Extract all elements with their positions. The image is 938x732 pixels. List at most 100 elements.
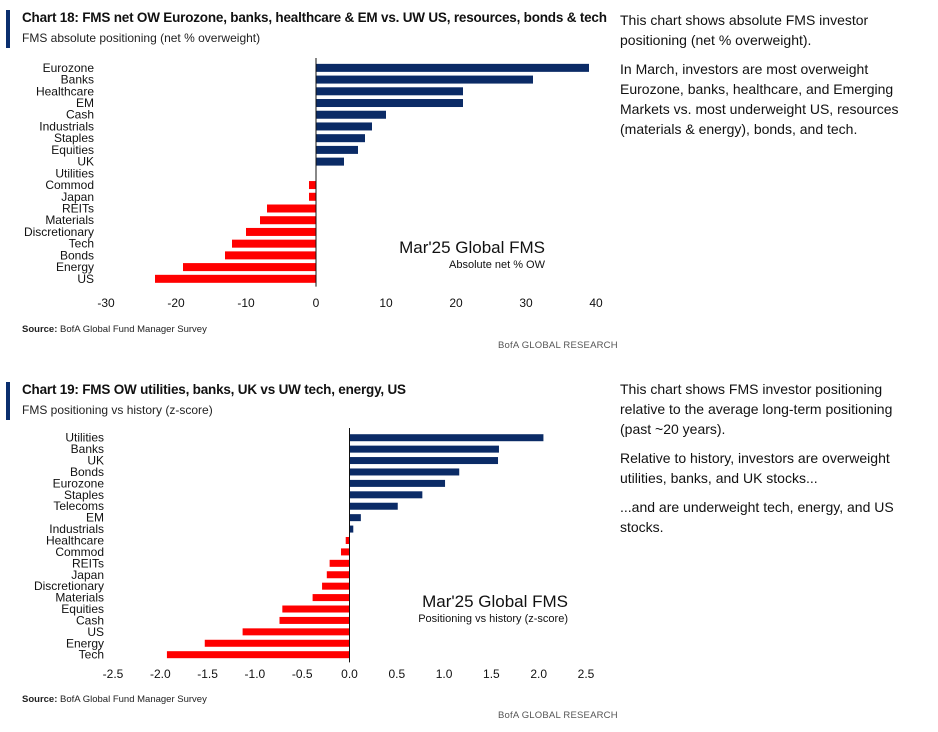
chart-19-block: Chart 19: FMS OW utilities, banks, UK vs… xyxy=(0,372,618,732)
brand-label: BofA GLOBAL RESEARCH xyxy=(498,340,618,351)
category-label: Energy xyxy=(66,636,104,650)
category-label: Eurozone xyxy=(43,61,95,75)
bar-uk xyxy=(316,157,344,166)
commentary-paragraph: In March, investors are most overweight … xyxy=(620,61,899,137)
bar-reits xyxy=(329,559,350,567)
bar-uk xyxy=(349,457,499,465)
chart-18-block: Chart 18: FMS net OW Eurozone, banks, he… xyxy=(0,0,618,362)
bar-tech xyxy=(166,651,350,659)
category-label: Cash xyxy=(66,108,94,122)
annotation-title: Mar'25 Global FMS xyxy=(399,238,545,257)
bar-energy xyxy=(183,263,316,272)
title-accent-bar xyxy=(6,382,10,420)
bar-staples xyxy=(316,134,365,143)
category-label: Utilities xyxy=(65,431,104,445)
x-tick-label: 1.0 xyxy=(436,667,453,681)
category-label: EM xyxy=(86,511,104,525)
source-label: Source: xyxy=(22,324,58,335)
category-label: Materials xyxy=(45,213,94,227)
annotation-title: Mar'25 Global FMS xyxy=(422,592,568,611)
bar-tech xyxy=(232,239,316,248)
category-label: Tech xyxy=(79,648,104,662)
commentary-paragraph: This chart shows absolute FMS investor p… xyxy=(620,12,869,48)
bar-eurozone xyxy=(316,63,589,72)
x-tick-label: -2.0 xyxy=(150,667,171,681)
x-tick-label: -0.5 xyxy=(292,667,313,681)
bar-em xyxy=(349,514,361,522)
brand-label: BofA GLOBAL RESEARCH xyxy=(498,710,618,721)
x-tick-label: -1.0 xyxy=(245,667,266,681)
x-tick-label: 10 xyxy=(379,296,393,310)
bar-materials xyxy=(260,216,316,225)
category-label: Banks xyxy=(71,442,104,456)
category-label: Eurozone xyxy=(53,476,105,490)
category-label: Materials xyxy=(55,591,104,605)
bar-industrials xyxy=(316,122,372,131)
category-label: UK xyxy=(77,155,94,169)
category-label: Utilities xyxy=(55,166,94,180)
source-text: BofA Global Fund Manager Survey xyxy=(60,324,207,335)
bar-eurozone xyxy=(349,479,446,487)
title-accent-bar xyxy=(6,10,10,48)
bar-japan xyxy=(326,571,350,579)
category-label: Japan xyxy=(71,568,104,582)
x-tick-label: 0.5 xyxy=(388,667,405,681)
category-label: Bonds xyxy=(60,248,94,262)
x-tick-label: 0 xyxy=(313,296,320,310)
category-label: Commod xyxy=(55,545,104,559)
bar-em xyxy=(316,99,463,108)
x-tick-label: 2.0 xyxy=(530,667,547,681)
bar-healthcare xyxy=(316,87,463,96)
commentary-paragraph: This chart shows FMS investor positionin… xyxy=(620,381,893,437)
bar-discretionary xyxy=(322,582,350,590)
category-label: Industrials xyxy=(39,119,94,133)
bar-industrials xyxy=(349,525,354,533)
commentary-paragraph: Relative to history, investors are overw… xyxy=(620,450,890,486)
commentary-paragraph: ...and are underweight tech, energy, and… xyxy=(620,499,894,535)
bar-banks xyxy=(316,75,533,84)
bar-reits xyxy=(267,204,316,213)
bar-us xyxy=(155,274,316,283)
bar-banks xyxy=(349,445,499,453)
category-label: Banks xyxy=(61,73,94,87)
chart-18-commentary: This chart shows absolute FMS investor p… xyxy=(620,10,920,148)
chart-subtitle: FMS positioning vs history (z-score) xyxy=(22,403,213,417)
category-label: REITs xyxy=(62,202,94,216)
bar-us xyxy=(242,628,350,636)
x-tick-label: -30 xyxy=(97,296,115,310)
category-label: US xyxy=(87,625,104,639)
category-label: Commod xyxy=(45,178,94,192)
bar-energy xyxy=(204,639,350,647)
category-label: Bonds xyxy=(70,465,104,479)
bar-utilities xyxy=(349,434,544,442)
bar-japan xyxy=(309,192,316,201)
bar-chart-18: Mar'25 Global FMS Absolute net % OW Euro… xyxy=(24,58,603,310)
bar-chart-19: Mar'25 Global FMS Positioning vs history… xyxy=(34,428,595,681)
x-tick-label: 20 xyxy=(449,296,463,310)
bar-discretionary xyxy=(246,227,316,236)
category-label: Energy xyxy=(56,260,94,274)
x-tick-label: 0.0 xyxy=(341,667,358,681)
x-tick-label: 1.5 xyxy=(483,667,500,681)
category-label: Cash xyxy=(76,613,104,627)
x-tick-label: -1.5 xyxy=(197,667,218,681)
x-tick-label: -2.5 xyxy=(103,667,124,681)
category-label: Equities xyxy=(51,143,94,157)
annotation-subtitle: Absolute net % OW xyxy=(449,259,546,271)
x-tick-label: 30 xyxy=(519,296,533,310)
category-label: Discretionary xyxy=(24,225,94,239)
chart-title: Chart 18: FMS net OW Eurozone, banks, he… xyxy=(22,10,607,25)
category-label: UK xyxy=(87,454,104,468)
annotation-subtitle: Positioning vs history (z-score) xyxy=(418,613,568,625)
bar-staples xyxy=(349,491,423,499)
source-note: Source: BofA Global Fund Manager Survey xyxy=(22,694,207,705)
category-label: Japan xyxy=(61,190,94,204)
x-tick-label: -10 xyxy=(237,296,255,310)
category-label: Industrials xyxy=(49,522,104,536)
category-label: Equities xyxy=(61,602,104,616)
category-label: REITs xyxy=(72,556,104,570)
source-label: Source: xyxy=(22,694,58,705)
category-label: Healthcare xyxy=(36,84,94,98)
bar-commod xyxy=(340,548,350,556)
bar-materials xyxy=(312,594,350,602)
